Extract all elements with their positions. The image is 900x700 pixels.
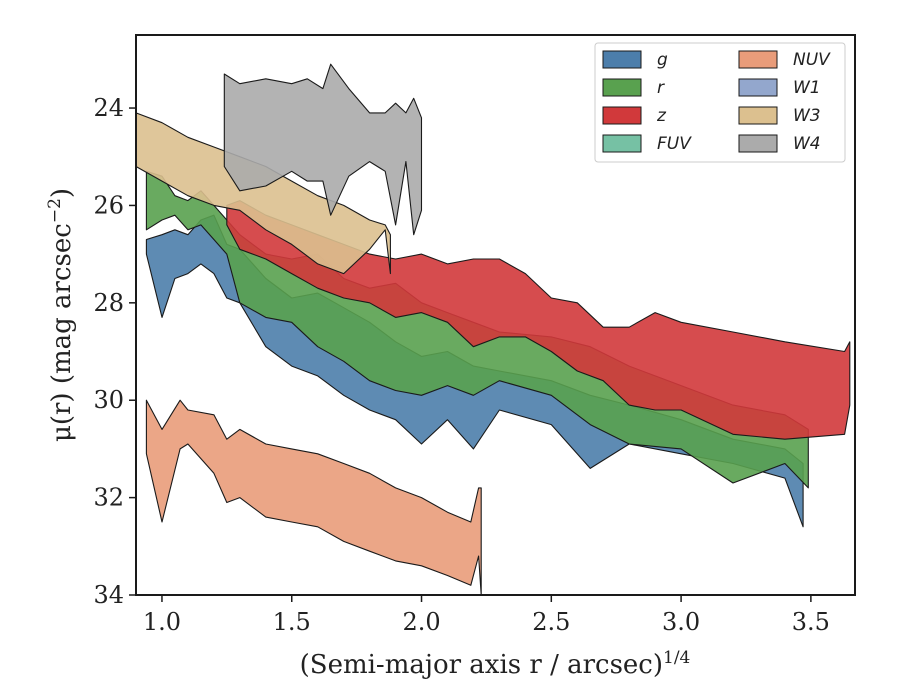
- legend-swatch-w3: [738, 106, 778, 125]
- y-tick-label: 30: [93, 386, 124, 414]
- x-tick-label: 2.5: [532, 608, 570, 636]
- x-tick-label: 2.0: [402, 608, 440, 636]
- y-axis-title: μ(r) (mag arcsec−2): [45, 188, 77, 442]
- legend-label-w1: W1: [793, 78, 821, 98]
- x-axis-ticks: 1.0 1.5 2.0 2.5 3.0 3.5: [143, 595, 830, 636]
- legend-label-fuv: FUV: [657, 134, 692, 154]
- legend-swatch-w1: [738, 78, 778, 97]
- series-band-z: [226, 200, 851, 440]
- y-axis-title-superscript: −2: [45, 198, 65, 223]
- x-tick-label: 1.5: [273, 608, 311, 636]
- y-axis-title-text: μ(r) (mag arcsec: [47, 223, 77, 442]
- x-tick-label: 1.0: [143, 608, 181, 636]
- x-axis-title: (Semi-major axis r / arcsec)1/4: [300, 648, 691, 680]
- x-axis-title-superscript: 1/4: [663, 648, 690, 668]
- legend-swatch-z: [602, 106, 642, 125]
- legend-swatch-g: [602, 50, 642, 69]
- y-axis-ticks: 24 26 28 30 32 34: [93, 94, 136, 609]
- plot-frame: [135, 34, 856, 596]
- legend-label-nuv: NUV: [793, 50, 831, 70]
- y-tick-label: 34: [93, 581, 124, 609]
- x-axis-title-text: (Semi-major axis r / arcsec): [300, 650, 663, 680]
- legend-swatch-w4: [738, 134, 778, 153]
- legend-frame: [594, 42, 846, 163]
- legend-swatch-r: [602, 78, 642, 97]
- y-axis-title-close: ): [47, 188, 77, 198]
- legend-label-z: z: [656, 106, 667, 126]
- y-tick-label: 26: [93, 191, 124, 219]
- x-tick-label: 3.0: [662, 608, 700, 636]
- y-tick-label: 28: [93, 289, 124, 317]
- legend-swatch-nuv: [738, 50, 778, 69]
- legend-label-w4: W4: [793, 134, 821, 154]
- legend: grz FUV NUV W1 W3 W4: [594, 42, 846, 163]
- x-tick-label: 3.5: [792, 608, 830, 636]
- series-bands: [135, 63, 851, 596]
- y-tick-label: 24: [93, 94, 124, 122]
- y-tick-label: 32: [93, 484, 124, 512]
- series-band-w4: [223, 63, 423, 236]
- legend-label-r: r: [657, 78, 665, 98]
- legend-label-g: g: [657, 50, 668, 70]
- legend-swatch-fuv: [602, 134, 642, 153]
- legend-label-w3: W3: [793, 106, 821, 126]
